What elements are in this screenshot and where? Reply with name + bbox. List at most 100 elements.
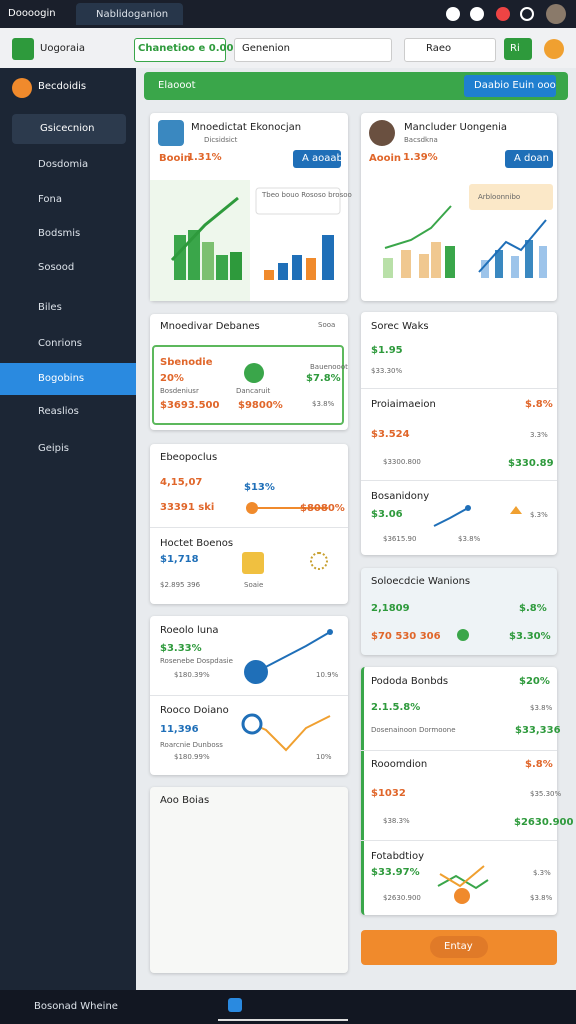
- taskbar: [0, 990, 576, 1024]
- pct-text: 20%: [160, 373, 184, 384]
- avatar: [158, 120, 184, 146]
- chart-decoration: [150, 180, 341, 301]
- taskbar-icon[interactable]: [228, 998, 242, 1012]
- side2-text: $35.30%: [530, 790, 562, 798]
- pct-text: $20%: [519, 676, 550, 687]
- divider: [150, 695, 348, 696]
- value-text: 2,1809: [371, 603, 410, 614]
- side3-text: $.3%: [530, 511, 548, 519]
- slider: [246, 502, 328, 514]
- pct2-text: $.8%: [525, 399, 553, 410]
- divider: [361, 388, 557, 389]
- chart-decoration: [241, 629, 333, 752]
- avatar: [369, 120, 395, 146]
- c-text: $3.8%: [312, 400, 335, 408]
- items-text: Dosdomia: [38, 159, 89, 170]
- sidebar-logo: [12, 78, 32, 98]
- divider: [361, 840, 557, 841]
- title-text: Elaooot: [158, 80, 196, 91]
- title-text: Ebeopoclus: [160, 452, 218, 463]
- icon[interactable]: [470, 7, 484, 21]
- pct-text: $.8%: [519, 603, 547, 614]
- label-text: Bosonad Wheine: [34, 1001, 118, 1012]
- tab-text: Nablidoganion: [96, 9, 169, 20]
- items-text: Fona: [38, 194, 62, 205]
- side2-text: Soaie: [244, 581, 264, 589]
- icon[interactable]: [446, 7, 460, 21]
- side3-text: $.3%: [533, 869, 551, 877]
- brand-icon: [12, 38, 34, 60]
- header-text: Becdoidis: [38, 81, 87, 92]
- right-text: $3.30%: [509, 631, 551, 642]
- icon[interactable]: [520, 7, 534, 21]
- value3-text: $33.97%: [371, 867, 420, 878]
- sidebar-selected[interactable]: [12, 114, 126, 144]
- value3-text: $3.06: [371, 509, 403, 520]
- left-sub-text: Bosdeniusr: [160, 387, 199, 395]
- side-text: $3.8%: [530, 704, 553, 712]
- avatar[interactable]: [546, 4, 566, 24]
- pct2-text: $.8%: [525, 759, 553, 770]
- items-text: Bogobins: [38, 373, 85, 384]
- label-text: Booin: [159, 153, 191, 164]
- mid-sub-text: Dancaruit: [236, 387, 271, 395]
- b-text: $2630.900: [383, 894, 421, 902]
- button-text: Entay: [444, 941, 473, 952]
- title3-text: Bosanidony: [371, 491, 430, 502]
- divider: [150, 527, 348, 528]
- search-text: Genenion: [242, 43, 290, 54]
- card: [150, 787, 348, 973]
- value-text: $3.33%: [160, 643, 202, 654]
- value-text: 4,15,07: [160, 477, 203, 488]
- sub-text: 33391 ski: [160, 502, 215, 513]
- value-text: 1.31%: [187, 152, 222, 163]
- title2-text: Rooco Doiano: [160, 705, 229, 716]
- title2-text: Proiaimaeion: [371, 399, 436, 410]
- value2-text: $1032: [371, 788, 406, 799]
- action-button[interactable]: [430, 936, 488, 958]
- value-text: $1.95: [371, 345, 403, 356]
- avatar[interactable]: [544, 39, 564, 59]
- sidebar-active[interactable]: [0, 363, 136, 395]
- a-text: $180.39%: [174, 671, 210, 679]
- caption-text: Arbloonnibo: [478, 193, 521, 201]
- tag-text: $13%: [244, 482, 275, 493]
- items-text: Bodsmis: [38, 228, 81, 239]
- c-text: $3.8%: [530, 894, 553, 902]
- button-text: A aoaab: [302, 153, 343, 164]
- value-text: 1.39%: [403, 152, 438, 163]
- sub-text: $33.30%: [371, 367, 403, 375]
- sidebar: [0, 68, 136, 990]
- status-dot: [457, 629, 469, 641]
- name-text: Sbenodie: [160, 357, 213, 368]
- button[interactable]: [505, 150, 553, 168]
- items-text: Gsicecnion: [40, 123, 95, 134]
- title-text: Roeolo luna: [160, 625, 219, 636]
- c-text: $3615.90: [383, 535, 417, 543]
- icon[interactable]: [496, 7, 510, 21]
- divider: [361, 480, 557, 481]
- side2-text: 3.3%: [530, 431, 548, 439]
- go-button[interactable]: [504, 38, 532, 60]
- sub-text: $70 530 306: [371, 631, 441, 642]
- sub-text: Dicsidsict: [204, 136, 238, 144]
- title-text: Soloecdcie Wanions: [371, 576, 471, 587]
- icon: [244, 363, 264, 383]
- chart-decoration: [437, 865, 489, 904]
- button-text: Raeo: [426, 43, 452, 54]
- banner-button[interactable]: [464, 75, 556, 97]
- sub2-text: Roarcnie Dunboss: [160, 741, 223, 749]
- highlight-box: [152, 345, 344, 425]
- button[interactable]: [293, 150, 341, 168]
- label-text: Aooin: [369, 153, 402, 164]
- title-text: Aoo Boias: [160, 795, 210, 806]
- items-text: Reaslios: [38, 406, 79, 417]
- tab[interactable]: [76, 3, 183, 25]
- title-text: Pododa Bonbds: [371, 676, 449, 687]
- field[interactable]: [134, 38, 226, 62]
- search[interactable]: [234, 38, 392, 62]
- button[interactable]: [404, 38, 496, 62]
- items-text: Geipis: [38, 443, 70, 454]
- divider: [361, 750, 557, 751]
